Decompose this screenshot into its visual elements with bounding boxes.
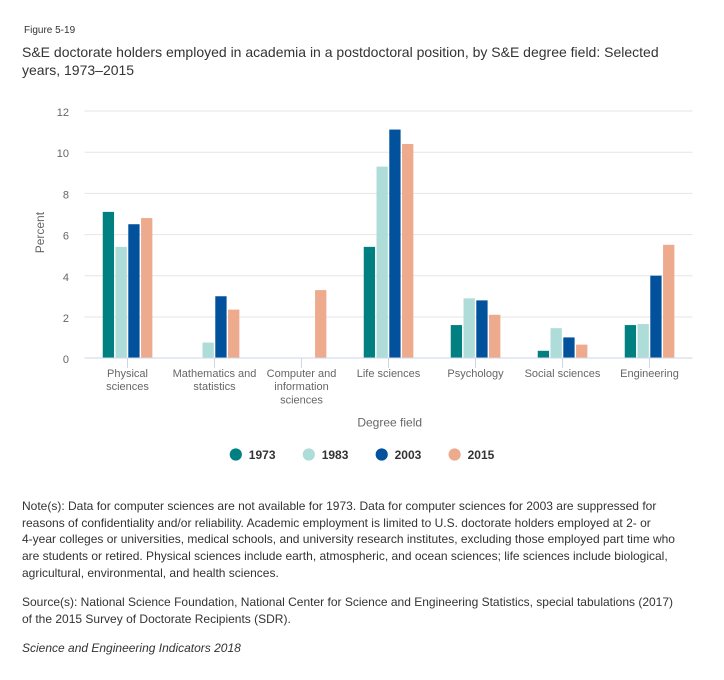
svg-text:Percent: Percent [33, 211, 47, 253]
svg-text:1983: 1983 [322, 448, 349, 462]
svg-text:2003: 2003 [395, 448, 422, 462]
svg-text:Degree field: Degree field [357, 415, 422, 429]
svg-text:0: 0 [63, 354, 69, 366]
svg-text:8: 8 [63, 189, 69, 201]
svg-text:Engineering: Engineering [620, 368, 679, 380]
svg-text:10: 10 [57, 148, 69, 160]
svg-text:2015: 2015 [468, 448, 495, 462]
svg-text:6: 6 [63, 231, 69, 243]
svg-text:1973: 1973 [249, 448, 276, 462]
svg-text:Psychology: Psychology [447, 368, 504, 380]
svg-text:Life sciences: Life sciences [357, 368, 421, 380]
svg-text:4: 4 [63, 272, 69, 284]
svg-text:Social sciences: Social sciences [525, 368, 601, 380]
svg-text:2: 2 [63, 313, 69, 325]
svg-text:12: 12 [57, 107, 69, 119]
